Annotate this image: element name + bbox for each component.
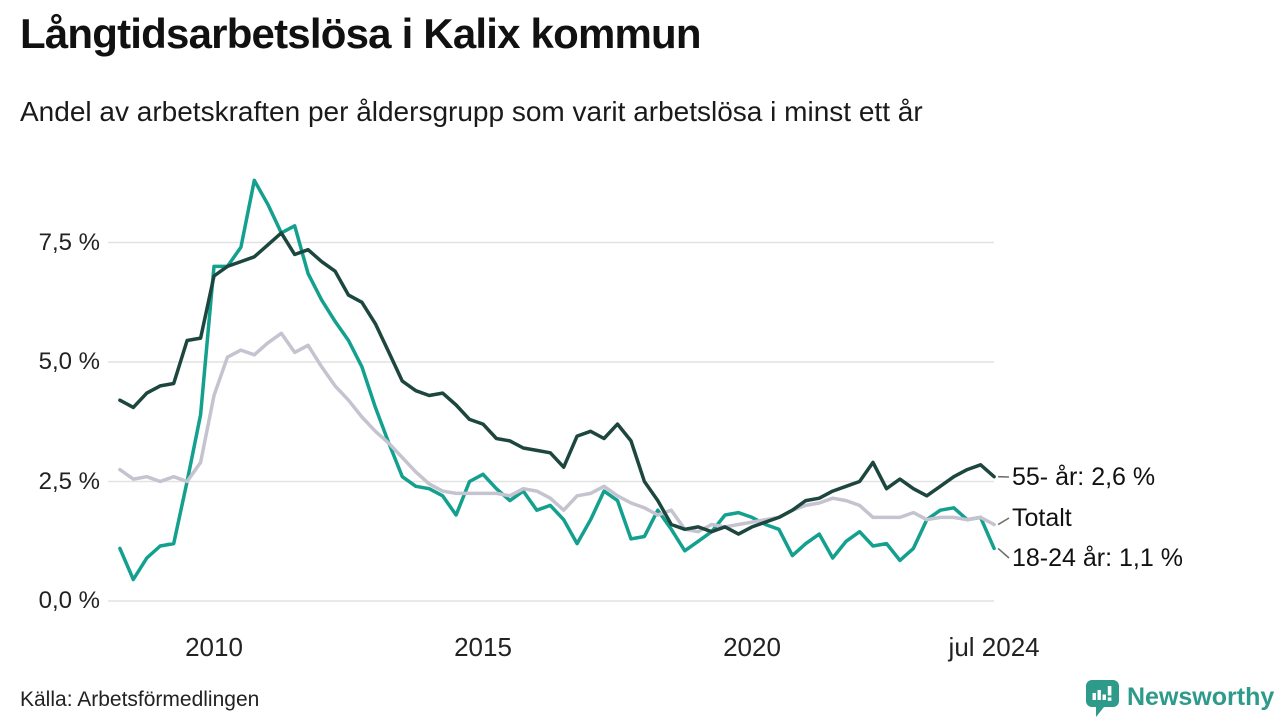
- annotation-connector: [998, 548, 1009, 558]
- brand-logo[interactable]: Newsworthy: [1086, 680, 1274, 722]
- x-tick-2015: 2015: [403, 632, 563, 662]
- x-tick-2020: 2020: [672, 632, 832, 662]
- x-tick-2010: 2010: [134, 632, 294, 662]
- series-label-18-24-ar: 18-24 år: 1,1 %: [1012, 543, 1272, 573]
- series-line-totalt: [120, 333, 994, 531]
- source-attribution: Källa: Arbetsförmedlingen: [20, 688, 259, 712]
- x-tick-jul-2024: jul 2024: [914, 632, 1074, 662]
- y-tick-7-5: 7,5 %: [8, 229, 100, 257]
- y-tick-2-5: 2,5 %: [8, 468, 100, 496]
- series-label-totalt: Totalt: [1012, 503, 1272, 533]
- series-label-55-ar: 55- år: 2,6 %: [1012, 462, 1272, 492]
- annotation-connector: [998, 518, 1009, 525]
- series-line-18-24-r: [120, 180, 994, 579]
- bar-chart-speech-bubble-icon: [1086, 680, 1119, 722]
- y-tick-5-0: 5,0 %: [8, 348, 100, 376]
- y-tick-0: 0,0 %: [8, 587, 100, 615]
- brand-wordmark: Newsworthy: [1127, 680, 1274, 714]
- series-line-55-r: [120, 233, 994, 534]
